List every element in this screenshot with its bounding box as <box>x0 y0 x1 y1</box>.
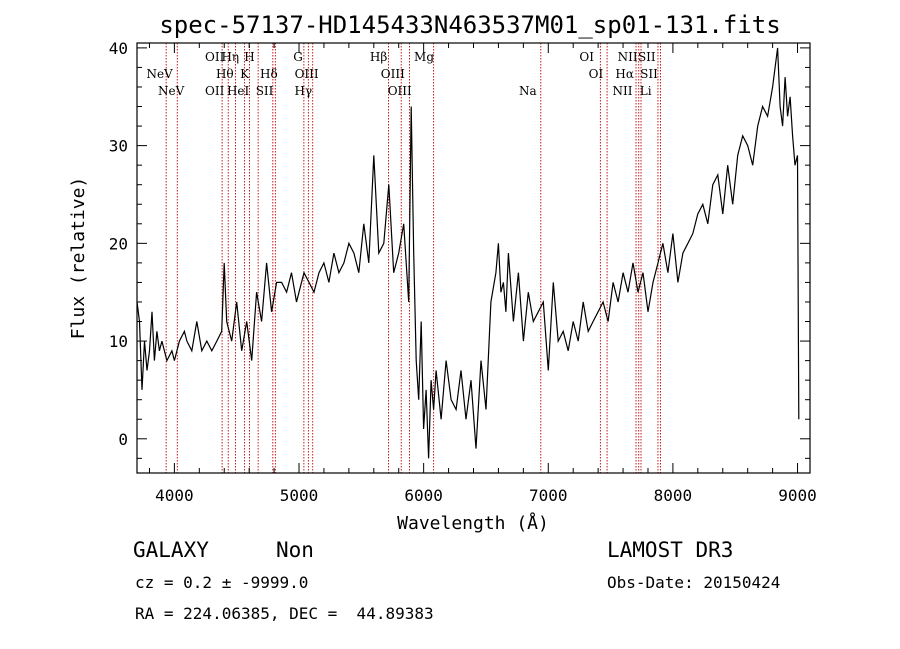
line-label: OIII <box>295 67 319 81</box>
line-label: G <box>293 50 303 64</box>
redshift-cz: cz = 0.2 ± -9999.0 <box>135 573 309 592</box>
x-axis-label: Wavelength (Å) <box>397 512 549 534</box>
line-label: SII <box>256 84 274 98</box>
y-tick-label: 40 <box>109 39 128 58</box>
line-label: OIII <box>388 84 412 98</box>
line-label: SII <box>638 50 656 64</box>
object-class: GALAXY <box>133 538 209 562</box>
x-tick-label: 8000 <box>654 486 693 505</box>
line-label: Li <box>640 84 652 98</box>
object-subclass: Non <box>276 538 314 562</box>
y-axis-ticks: 0 10 20 30 40 <box>109 39 810 459</box>
y-tick-label: 20 <box>109 234 128 253</box>
survey-name: LAMOST DR3 <box>607 538 734 562</box>
line-label: SII <box>640 67 658 81</box>
line-label: OII <box>205 84 225 98</box>
x-tick-label: 4000 <box>155 486 194 505</box>
observation-date: Obs-Date: 20150424 <box>607 573 781 592</box>
line-label: Hη <box>221 50 239 64</box>
line-label: OIII <box>381 67 405 81</box>
line-label: OI <box>579 50 594 64</box>
line-label: OI <box>589 67 604 81</box>
line-label: NeV <box>146 67 173 81</box>
spectrum-line <box>136 47 800 459</box>
line-label: Hγ <box>294 84 312 98</box>
line-label: HeI <box>227 84 250 98</box>
line-label: OII <box>205 50 225 64</box>
line-label: Na <box>519 84 537 98</box>
y-tick-label: 10 <box>109 332 128 351</box>
line-label: K <box>240 67 250 81</box>
y-axis-label: Flux (relative) <box>68 177 89 340</box>
x-tick-label: 9000 <box>778 486 817 505</box>
x-tick-label: 6000 <box>404 486 443 505</box>
line-label: NII <box>618 50 638 64</box>
line-label: H <box>244 50 254 64</box>
x-axis-ticks: 4000 5000 6000 7000 8000 9000 <box>148 43 817 505</box>
line-label: Hα <box>615 67 634 81</box>
y-tick-label: 0 <box>118 430 128 449</box>
y-tick-label: 30 <box>109 137 128 156</box>
x-tick-label: 7000 <box>529 486 568 505</box>
chart-title: spec-57137-HD145433N463537M01_sp01-131.f… <box>159 11 780 39</box>
line-label: Hβ <box>370 50 387 64</box>
line-label: Hδ <box>260 67 278 81</box>
x-tick-label: 5000 <box>280 486 319 505</box>
ra-dec: RA = 224.06385, DEC = 44.89383 <box>135 604 434 623</box>
line-label: NeV <box>158 84 185 98</box>
line-label: Mg <box>414 50 434 64</box>
line-label: Hθ <box>216 67 234 81</box>
line-label: NII <box>613 84 633 98</box>
